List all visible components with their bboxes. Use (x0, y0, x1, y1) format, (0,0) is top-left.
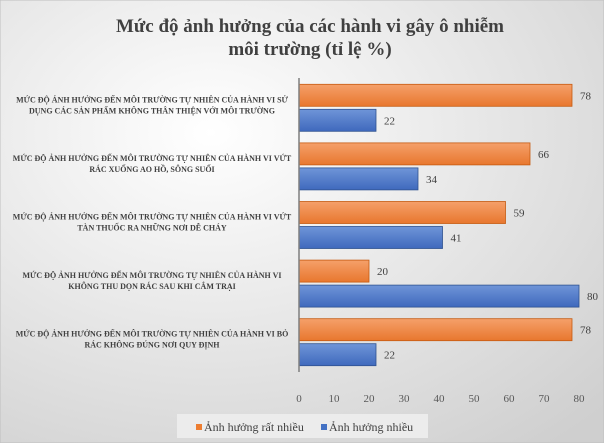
chart-title-line-1: Mức độ ảnh hưởng của các hành vi gây ô n… (116, 16, 504, 37)
legend: Ảnh hưởng rất nhiều Ảnh hưởng nhiều (177, 414, 428, 438)
bar-blue (298, 284, 580, 308)
x-tick-label: 0 (296, 393, 302, 405)
chart-title-line-2: môi trường (tỉ lệ %) (228, 39, 391, 60)
legend-label-0: Ảnh hưởng rất nhiều (204, 420, 304, 434)
x-tick-label: 60 (504, 393, 516, 405)
x-tick-label: 80 (574, 393, 586, 405)
data-label: 34 (426, 174, 438, 186)
bar-blue (298, 343, 377, 367)
category-label: TÀN THUỐC RA NHỮNG NƠI DỄ CHÁY (77, 223, 227, 233)
data-label: 41 (451, 233, 462, 245)
data-label: 78 (580, 325, 592, 337)
x-tick-label: 40 (434, 393, 446, 405)
bar-orange (298, 142, 531, 166)
category-label: RÁC XUỐNG AO HỒ, SÔNG SUỐI (89, 164, 214, 174)
x-tick-label: 20 (364, 393, 376, 405)
data-label: 20 (377, 266, 389, 278)
category-label: MỨC ĐỘ ẢNH HƯỞNG ĐẾN MÔI TRƯỜNG TỰ NHIÊN… (16, 94, 288, 104)
data-label: 22 (384, 115, 395, 127)
bar-orange (298, 83, 573, 107)
data-label: 78 (580, 90, 592, 102)
category-label: DỤNG CÁC SẢN PHẨM KHÔNG THÂN THIỆN VỚI M… (29, 105, 275, 115)
category-label: MỨC ĐỘ ẢNH HƯỞNG ĐẾN MÔI TRƯỜNG TỰ NHIÊN… (13, 153, 292, 163)
category-label: MỨC ĐỘ ẢNH HƯỞNG ĐẾN MÔI TRƯỜNG TỰ NHIÊN… (22, 270, 281, 280)
x-tick-label: 50 (469, 393, 481, 405)
category-label: RÁC KHÔNG ĐÚNG NƠI QUY ĐỊNH (84, 340, 220, 350)
bar-orange (298, 259, 370, 283)
legend-swatch-blue (321, 424, 327, 430)
data-label: 59 (514, 208, 526, 220)
legend-box (177, 414, 428, 438)
bar-orange (298, 201, 506, 224)
category-label: MỨC ĐỘ ẢNH HƯỞNG ĐẾN MÔI TRƯỜNG TỰ NHIÊN… (16, 329, 289, 339)
bar-blue (298, 167, 419, 191)
category-label: MỨC ĐỘ ẢNH HƯỞNG ĐẾN MÔI TRƯỜNG TỰ NHIÊN… (13, 212, 292, 222)
legend-label-1: Ảnh hưởng nhiều (329, 420, 413, 434)
category-label: KHÔNG THU DỌN RÁC SAU KHI CẮM TRẠI (68, 281, 236, 291)
bar-blue (298, 108, 377, 132)
x-tick-label: 10 (329, 393, 341, 405)
bar-blue (298, 226, 443, 249)
bar-orange (298, 318, 573, 342)
x-tick-label: 70 (539, 393, 551, 405)
data-label: 22 (384, 350, 395, 362)
legend-swatch-orange (196, 424, 202, 430)
data-label: 66 (538, 149, 550, 161)
data-label: 80 (587, 291, 599, 303)
x-tick-label: 30 (399, 393, 411, 405)
